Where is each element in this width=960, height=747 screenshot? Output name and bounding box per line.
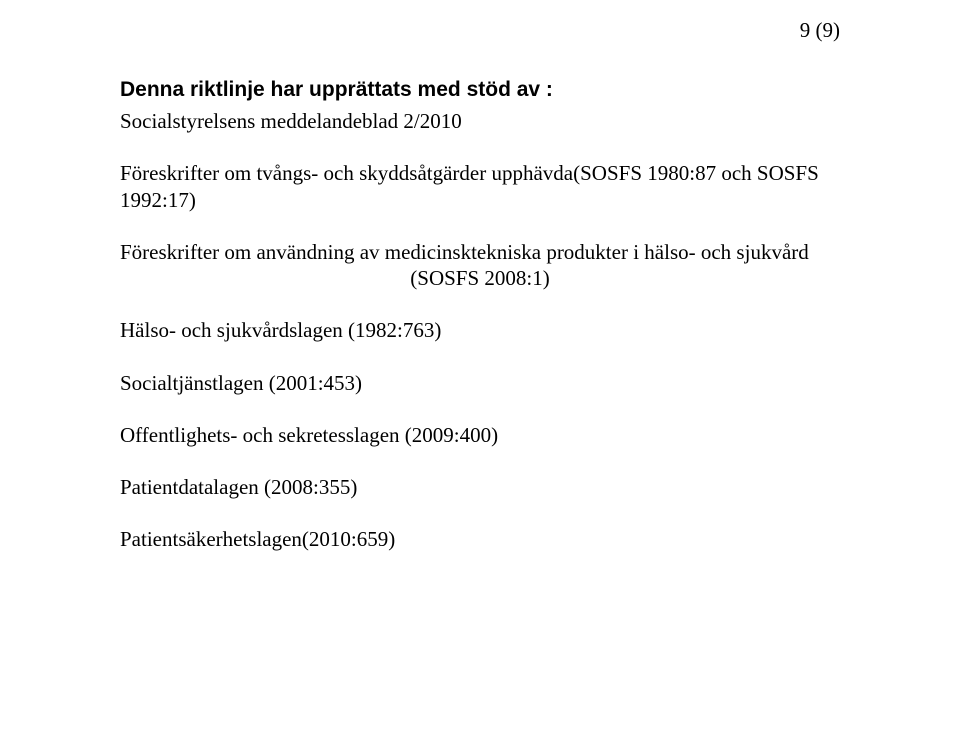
document-content: Denna riktlinje har upprättats med stöd … <box>120 78 840 553</box>
text-line: Föreskrifter om användning av medicinskt… <box>120 239 840 265</box>
text-line: Hälso- och sjukvårdslagen (1982:763) <box>120 317 840 343</box>
section-heading: Denna riktlinje har upprättats med stöd … <box>120 78 840 102</box>
text-line: Offentlighets- och sekretesslagen (2009:… <box>120 422 840 448</box>
text-line: Patientdatalagen (2008:355) <box>120 474 840 500</box>
text-line: Socialstyrelsens meddelandeblad 2/2010 <box>120 108 840 134</box>
text-line: Socialtjänstlagen (2001:453) <box>120 370 840 396</box>
document-page: 9 (9) Denna riktlinje har upprättats med… <box>0 0 960 747</box>
text-line: Föreskrifter om tvångs- och skyddsåtgärd… <box>120 160 840 213</box>
text-line: Patientsäkerhetslagen(2010:659) <box>120 526 840 552</box>
page-number: 9 (9) <box>800 18 840 43</box>
text-line: (SOSFS 2008:1) <box>120 265 840 291</box>
